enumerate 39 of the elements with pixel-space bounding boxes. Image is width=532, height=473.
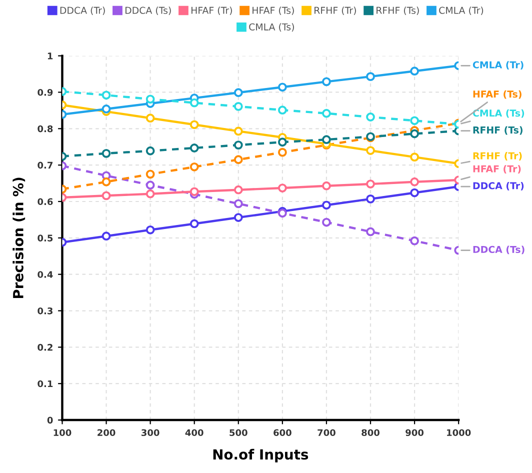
x-tick-label: 300 <box>142 429 160 436</box>
x-tick-label: 700 <box>318 429 336 436</box>
x-tick-label: 100 <box>54 429 72 436</box>
y-tick-label: 0 <box>47 416 53 424</box>
text: DDCA (Ts) <box>473 246 524 254</box>
x-tick-label: 500 <box>230 429 248 436</box>
legend-label: DDCA (Tr) <box>60 6 105 16</box>
x-tick-label: 600 <box>274 429 292 436</box>
x-tick-label: 1000 <box>447 429 471 436</box>
y-axis-title: Precision (in %) <box>12 178 26 298</box>
text: CMLA (Tr) <box>472 61 524 70</box>
legend-label: CMLA (Tr) <box>439 6 484 16</box>
y-tick-label: 0.7 <box>38 162 52 169</box>
y-tick-label: 0.3 <box>38 307 52 314</box>
x-axis-title: No.of Inputs <box>213 448 308 462</box>
y-tick-label: 0.8 <box>38 125 53 132</box>
x-tick-label: 900 <box>406 429 424 436</box>
y-tick-label: 0.4 <box>38 271 53 278</box>
legend-label: HFAF (Ts) <box>252 6 294 16</box>
y-tick-label: 0.5 <box>38 234 53 242</box>
legend-label: RFHF (Tr) <box>314 6 356 16</box>
text: CMLA (Ts) <box>472 109 524 118</box>
x-tick-label: 200 <box>98 429 116 436</box>
x-tick-label: 800 <box>362 429 380 436</box>
y-tick-label: 0.1 <box>38 380 53 388</box>
y-tick-label: 1 <box>48 52 53 60</box>
text: DDCA (Tr) <box>473 182 524 190</box>
text: HFAF (Tr) <box>473 165 521 174</box>
legend-label: DDCA (Ts) <box>126 6 171 16</box>
x-tick-label: 400 <box>185 429 204 436</box>
legend-label: CMLA (Ts) <box>249 23 294 32</box>
y-tick-label: 0.6 <box>38 198 53 206</box>
legend-label: HFAF (Tr) <box>191 6 232 16</box>
text: HFAF (Ts) <box>473 90 522 99</box>
legend-label: RFHF (Ts) <box>376 6 419 16</box>
text: RFHF (Tr) <box>473 152 522 160</box>
y-tick-label: 0.9 <box>38 88 53 96</box>
text: RFHF (Ts) <box>473 126 522 135</box>
y-tick-label: 0.2 <box>38 344 52 351</box>
